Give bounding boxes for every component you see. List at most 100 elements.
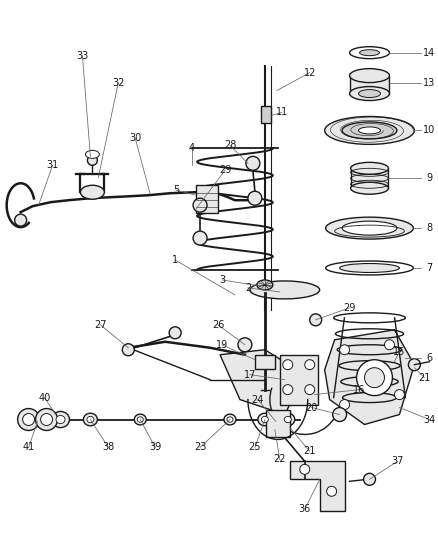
Text: 29: 29 [343,303,356,313]
Circle shape [357,360,392,395]
Ellipse shape [350,86,389,101]
Text: 7: 7 [426,263,432,273]
Circle shape [122,344,134,356]
Text: 26: 26 [212,320,224,330]
Ellipse shape [258,413,272,426]
Ellipse shape [339,263,399,272]
Ellipse shape [224,414,236,425]
Ellipse shape [326,217,413,239]
Circle shape [305,360,314,370]
Text: 11: 11 [276,108,288,117]
Circle shape [14,214,27,226]
Circle shape [408,359,420,370]
Circle shape [395,390,404,400]
FancyBboxPatch shape [266,409,290,438]
Circle shape [193,231,207,245]
Ellipse shape [350,47,389,59]
Polygon shape [325,330,414,424]
Circle shape [364,368,385,387]
Text: 12: 12 [304,68,316,78]
Ellipse shape [326,261,413,275]
Ellipse shape [350,69,389,83]
Circle shape [300,464,310,474]
Text: 22: 22 [274,455,286,464]
Text: 2: 2 [245,283,251,293]
Text: 38: 38 [102,442,114,453]
Text: 21: 21 [304,447,316,456]
Text: 8: 8 [426,223,432,233]
Ellipse shape [134,414,146,425]
Text: 14: 14 [423,47,435,58]
Text: 16: 16 [353,385,366,394]
Text: 21: 21 [418,373,431,383]
Ellipse shape [85,150,99,158]
Text: 6: 6 [426,353,432,363]
Text: 36: 36 [299,504,311,514]
FancyBboxPatch shape [280,355,318,405]
Circle shape [385,340,395,350]
Ellipse shape [350,163,389,174]
Text: 28: 28 [224,140,236,150]
FancyBboxPatch shape [255,355,275,369]
Text: 39: 39 [149,442,161,453]
Text: 40: 40 [39,393,51,402]
Circle shape [305,385,314,394]
Text: 33: 33 [76,51,88,61]
Circle shape [339,345,350,355]
Text: 19: 19 [216,340,228,350]
Circle shape [283,360,293,370]
Text: 31: 31 [46,160,59,171]
Bar [350,76,389,94]
Ellipse shape [359,90,381,98]
Ellipse shape [18,409,39,431]
Text: 15: 15 [393,347,406,357]
Text: 5: 5 [173,185,179,195]
Text: 30: 30 [129,133,141,143]
Text: 13: 13 [423,78,435,87]
Circle shape [169,327,181,339]
Polygon shape [290,462,345,511]
Ellipse shape [137,417,143,422]
Ellipse shape [83,413,97,426]
Bar [261,106,271,124]
FancyBboxPatch shape [196,185,218,213]
Text: 29: 29 [219,165,231,175]
Text: 37: 37 [391,456,404,466]
Circle shape [310,314,321,326]
Text: 20: 20 [306,402,318,413]
Ellipse shape [35,409,57,431]
Circle shape [246,156,260,171]
Ellipse shape [281,413,295,426]
Ellipse shape [81,185,104,199]
Circle shape [238,338,252,352]
Circle shape [88,155,97,165]
Circle shape [248,191,262,205]
Bar [350,168,389,188]
Text: 1: 1 [172,255,178,265]
Circle shape [283,385,293,394]
Text: 27: 27 [94,320,106,330]
Ellipse shape [360,50,379,55]
Text: 3: 3 [219,275,225,285]
Text: 23: 23 [194,442,206,453]
Ellipse shape [257,280,273,290]
Ellipse shape [342,122,397,139]
Text: 25: 25 [249,442,261,453]
Ellipse shape [52,411,70,427]
Ellipse shape [359,127,381,134]
Text: 24: 24 [252,394,264,405]
Circle shape [332,408,346,422]
Text: 32: 32 [112,78,124,87]
Circle shape [364,473,375,486]
Ellipse shape [284,416,291,423]
Text: 34: 34 [423,415,435,424]
Text: 17: 17 [244,370,256,379]
Text: 9: 9 [426,173,432,183]
Ellipse shape [227,417,233,422]
Ellipse shape [350,182,389,194]
Ellipse shape [41,414,53,425]
Circle shape [193,198,207,212]
Text: 10: 10 [423,125,435,135]
Polygon shape [220,350,305,415]
Ellipse shape [250,281,320,299]
